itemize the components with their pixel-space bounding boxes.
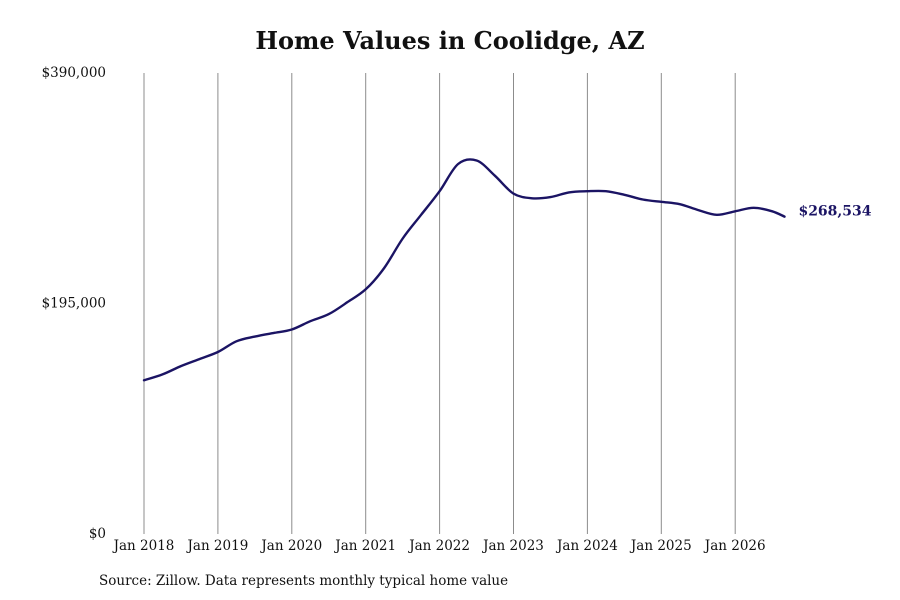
x-tick-label: Jan 2020 (259, 538, 322, 554)
x-tick-label: Jan 2026 (703, 538, 766, 554)
y-tick-label: $195,000 (42, 296, 106, 312)
x-tick-label: Jan 2025 (629, 538, 692, 554)
series-line (142, 158, 786, 382)
end-value-label: $268,534 (798, 204, 871, 220)
x-tick-label: Jan 2022 (407, 538, 470, 554)
x-axis-ticks: Jan 2018 Jan 2019 Jan 2020 Jan 2021 Jan 2022… (112, 538, 766, 554)
source-note: Source: Zillow. Data represents monthly … (99, 573, 509, 589)
x-tick-label: Jan 2018 (112, 538, 175, 554)
chart-title: Home Values in Coolidge, AZ (255, 26, 645, 55)
x-tick-label: Jan 2023 (481, 538, 544, 554)
y-tick-label: $390,000 (42, 65, 106, 81)
y-tick-label: $0 (89, 526, 106, 542)
gridlines (143, 73, 736, 534)
series-layer: $268,534 (142, 158, 872, 382)
y-axis-ticks: $0 $195,000 $390,000 (42, 65, 106, 542)
x-tick-label: Jan 2019 (185, 538, 248, 554)
x-tick-label: Jan 2024 (555, 538, 618, 554)
x-tick-label: Jan 2021 (333, 538, 396, 554)
